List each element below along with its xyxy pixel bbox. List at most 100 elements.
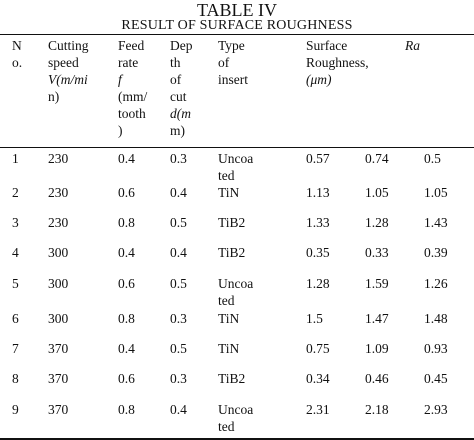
header-no: N o. (12, 37, 22, 71)
header-roughness-line: Roughness, (306, 55, 369, 70)
cell-r1: 1.13 (306, 185, 330, 200)
cell-speed: 300 (48, 311, 69, 326)
cell-insert: TiN (218, 341, 240, 356)
header-speed-line: n) (48, 89, 60, 104)
header-roughness-line: Surface (306, 38, 348, 53)
cell-depth: 0.4 (170, 245, 187, 260)
header-speed-line: V(m/mi (48, 72, 88, 87)
cell-depth: 0.5 (170, 276, 187, 291)
cell-ra: 1.26 (424, 276, 448, 291)
header-cutting-speed: Cutting speed V(m/mi n) (48, 37, 89, 105)
cell-ra: 1.05 (424, 185, 448, 200)
cell-depth: 0.5 (170, 215, 187, 230)
cell-ra: 1.48 (424, 311, 448, 326)
cell-depth: 0.3 (170, 151, 187, 166)
header-ra: Ra (405, 37, 420, 54)
cell-insert: TiB2 (218, 245, 246, 260)
header-depth-line: d(m (170, 106, 191, 121)
header-depth-line: th (170, 55, 181, 70)
cell-depth: 0.3 (170, 371, 187, 386)
cell-r1: 1.33 (306, 215, 330, 230)
cell-r1: 1.28 (306, 276, 330, 291)
header-no-line: N (12, 38, 22, 53)
cell-feed: 0.6 (118, 185, 135, 200)
cell-depth: 0.4 (170, 402, 187, 417)
cell-r2: 1.09 (365, 341, 389, 356)
cell-insert: ted (218, 168, 235, 183)
cell-ra: 0.39 (424, 245, 448, 260)
cell-no: 3 (12, 215, 19, 230)
cell-insert: ted (218, 293, 235, 308)
cell-speed: 370 (48, 341, 69, 356)
cell-r2: 0.46 (365, 371, 389, 386)
table-subtitle: RESULT OF SURFACE ROUGHNESS (121, 18, 353, 33)
cell-ra: 0.5 (424, 151, 441, 166)
cell-insert: TiN (218, 311, 240, 326)
cell-insert: Uncoa (218, 276, 254, 291)
cell-ra: 2.93 (424, 402, 448, 417)
cell-ra: 1.43 (424, 215, 448, 230)
header-ra-line: Ra (405, 38, 420, 53)
cell-speed: 300 (48, 245, 69, 260)
cell-feed: 0.8 (118, 215, 135, 230)
cell-feed: 0.4 (118, 151, 135, 166)
cell-speed: 370 (48, 371, 69, 386)
cell-speed: 230 (48, 215, 69, 230)
header-depth-of-cut: Dep th of cut d(m m) (170, 37, 193, 139)
cell-r2: 1.05 (365, 185, 389, 200)
header-depth-line: of (170, 72, 182, 87)
cell-insert: ted (218, 419, 235, 434)
header-feed-line: ) (118, 123, 123, 138)
cell-r1: 0.75 (306, 341, 330, 356)
header-speed-line: speed (48, 55, 79, 70)
header-feed-line: (mm/ (118, 89, 148, 104)
cell-no: 4 (12, 245, 19, 260)
cell-speed: 230 (48, 185, 69, 200)
cell-r2: 1.47 (365, 311, 389, 326)
cell-no: 7 (12, 341, 19, 356)
cell-depth: 0.3 (170, 311, 187, 326)
cell-insert: TiB2 (218, 371, 246, 386)
cell-ra: 0.93 (424, 341, 448, 356)
cell-feed: 0.6 (118, 276, 135, 291)
cell-r2: 0.33 (365, 245, 389, 260)
header-feed-line: tooth (118, 106, 146, 121)
cell-r2: 0.74 (365, 151, 389, 166)
header-feed-line: f (118, 72, 122, 87)
cell-speed: 300 (48, 276, 69, 291)
header-depth-line: cut (170, 89, 187, 104)
cell-r2: 1.59 (365, 276, 389, 291)
cell-r2: 2.18 (365, 402, 389, 417)
cell-insert: TiB2 (218, 215, 246, 230)
cell-r1: 0.35 (306, 245, 330, 260)
bottom-rule (0, 438, 474, 440)
cell-insert: TiN (218, 185, 240, 200)
cell-r1: 2.31 (306, 402, 330, 417)
cell-r1: 0.34 (306, 371, 330, 386)
cell-feed: 0.4 (118, 341, 135, 356)
cell-depth: 0.4 (170, 185, 187, 200)
cell-r1: 1.5 (306, 311, 323, 326)
cell-no: 5 (12, 276, 19, 291)
header-feed-line: rate (118, 55, 139, 70)
cell-depth: 0.5 (170, 341, 187, 356)
header-roughness-line: (μm) (306, 72, 332, 87)
cell-insert: Uncoa (218, 402, 254, 417)
cell-no: 6 (12, 311, 19, 326)
cell-no: 1 (12, 151, 19, 166)
header-insert-line: Type (218, 38, 245, 53)
cell-speed: 370 (48, 402, 69, 417)
cell-speed: 230 (48, 151, 69, 166)
cell-insert: Uncoa (218, 151, 254, 166)
top-rule (0, 34, 474, 35)
header-no-line: o. (12, 55, 23, 70)
cell-feed: 0.8 (118, 311, 135, 326)
cell-r1: 0.57 (306, 151, 330, 166)
cell-no: 2 (12, 185, 19, 200)
header-feed-line: Feed (118, 38, 145, 53)
cell-no: 8 (12, 371, 19, 386)
header-insert-line: of (218, 55, 230, 70)
header-surface-roughness: Surface Roughness, (μm) (306, 37, 369, 88)
cell-ra: 0.45 (424, 371, 448, 386)
header-depth-line: m) (170, 123, 185, 138)
